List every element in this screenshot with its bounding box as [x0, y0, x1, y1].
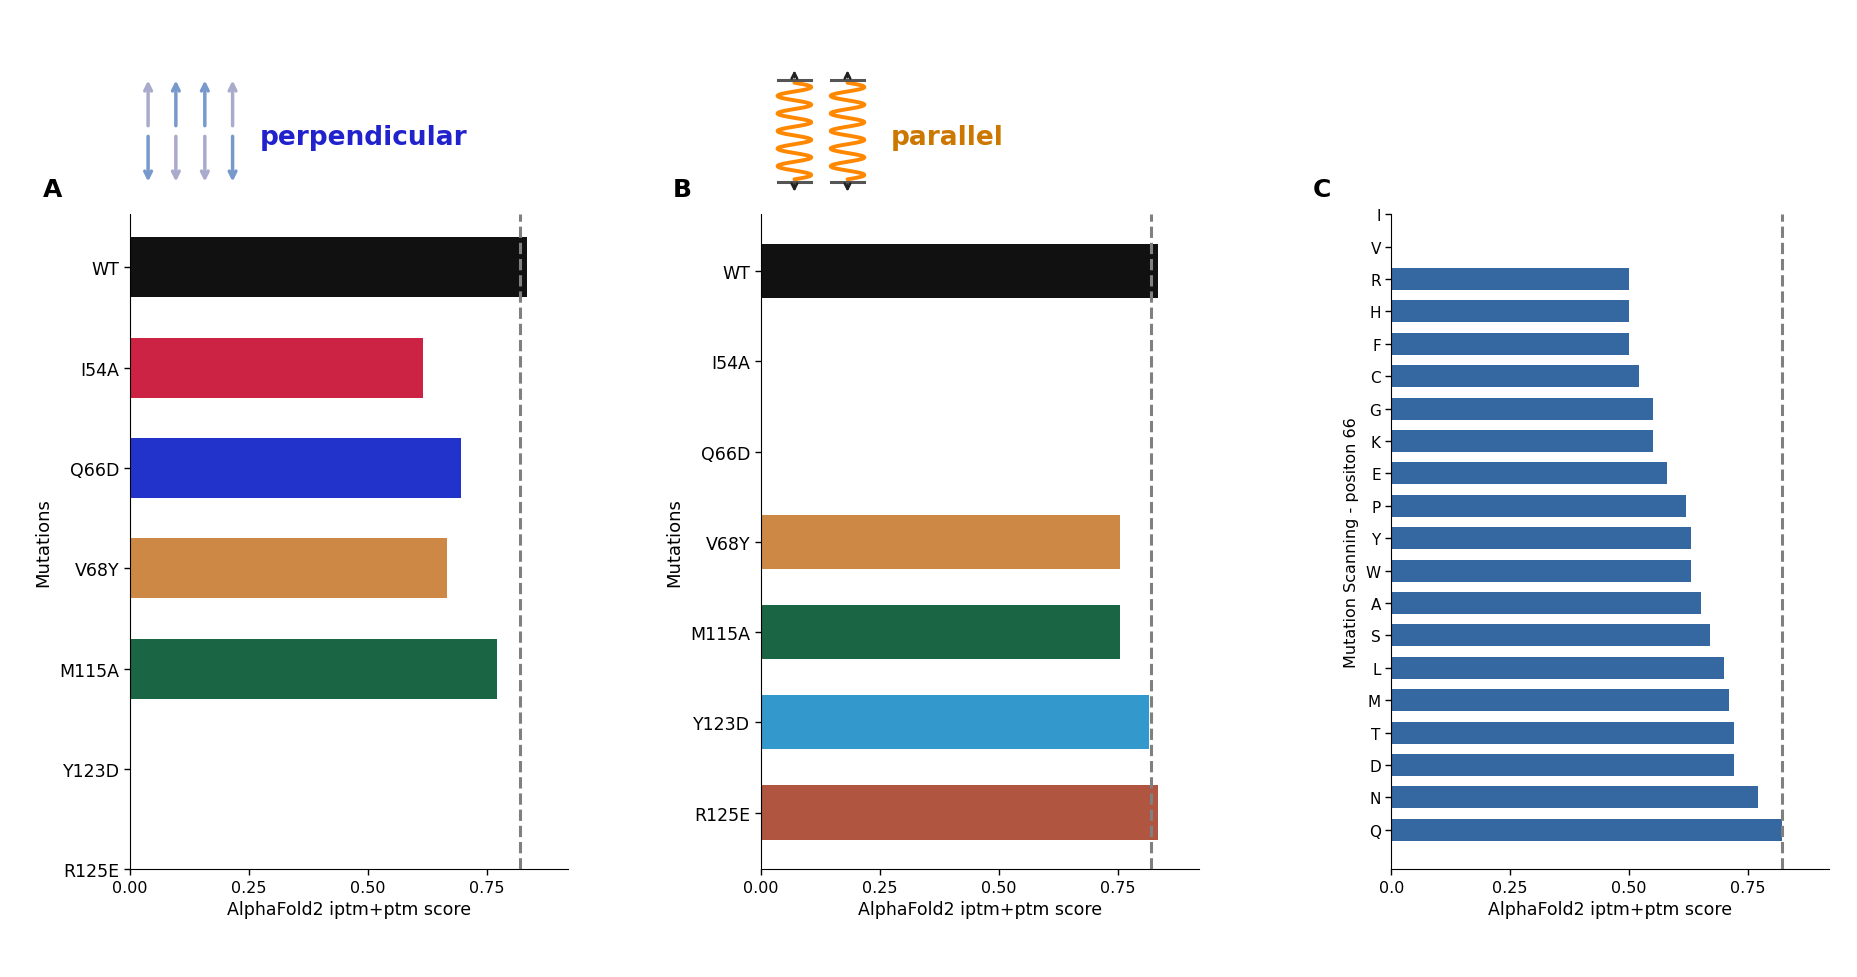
Bar — [1391, 463, 1668, 485]
Bar — [1391, 528, 1692, 550]
Bar — [1391, 786, 1759, 809]
Bar — [1391, 560, 1692, 582]
Bar — [1391, 754, 1734, 776]
Bar — [1391, 722, 1734, 743]
X-axis label: AlphaFold2 iptm+ptm score: AlphaFold2 iptm+ptm score — [1487, 901, 1733, 918]
Bar — [1391, 431, 1653, 452]
Text: parallel: parallel — [891, 125, 1003, 151]
Y-axis label: Mutation Scanning - positon 66: Mutation Scanning - positon 66 — [1344, 417, 1359, 667]
Text: C: C — [1313, 178, 1331, 202]
Bar — [1391, 365, 1638, 388]
Bar — [1391, 624, 1710, 647]
Bar — [1391, 399, 1653, 420]
Bar — [1391, 592, 1701, 615]
Bar — [1391, 495, 1686, 517]
Y-axis label: Mutations: Mutations — [35, 498, 52, 586]
X-axis label: AlphaFold2 iptm+ptm score: AlphaFold2 iptm+ptm score — [227, 901, 472, 918]
Bar — [1391, 690, 1729, 711]
Bar — [1391, 819, 1781, 841]
Bar — [130, 439, 461, 498]
Bar — [130, 639, 496, 700]
X-axis label: AlphaFold2 iptm+ptm score: AlphaFold2 iptm+ptm score — [858, 901, 1101, 918]
Y-axis label: Mutations: Mutations — [665, 498, 683, 586]
Bar — [1391, 269, 1629, 291]
Bar — [130, 238, 527, 298]
Bar — [761, 606, 1120, 659]
Bar — [1391, 658, 1725, 679]
Bar — [130, 338, 423, 399]
Text: A: A — [43, 178, 61, 202]
Bar — [761, 696, 1148, 749]
Bar — [761, 244, 1159, 299]
Bar — [130, 538, 446, 599]
Bar — [1391, 301, 1629, 323]
Text: perpendicular: perpendicular — [260, 125, 468, 151]
Bar — [1391, 333, 1629, 356]
Bar — [761, 786, 1159, 840]
Text: B: B — [672, 178, 693, 202]
Bar — [761, 515, 1120, 570]
